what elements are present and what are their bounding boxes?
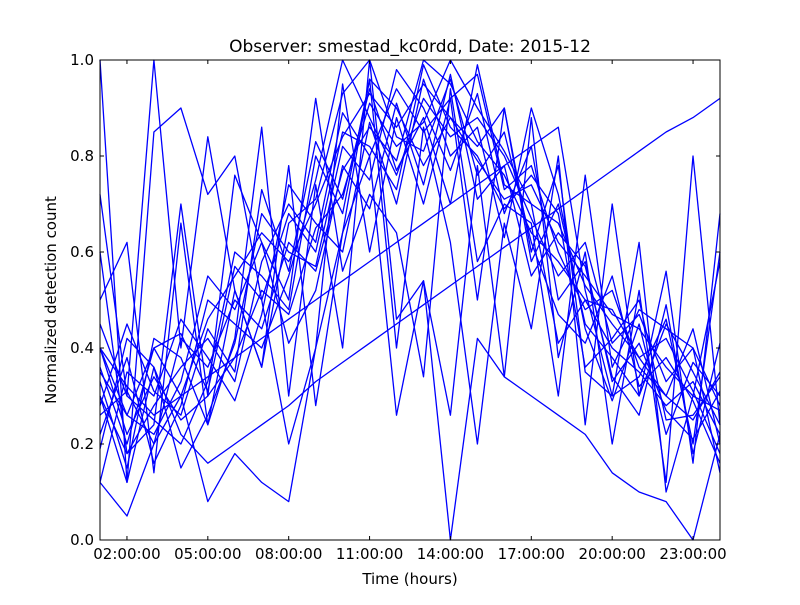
y-tick-label: 0.4: [70, 339, 94, 357]
series-layer: [99, 59, 721, 541]
y-tick-label: 0.0: [70, 531, 94, 549]
series-line-9: [99, 78, 721, 483]
x-tick-label: 14:00:00: [417, 545, 484, 563]
x-tick-label: 23:00:00: [659, 545, 726, 563]
y-tick-label: 0.2: [70, 435, 94, 453]
y-tick-label: 1.0: [70, 51, 94, 69]
x-tick-label: 11:00:00: [336, 545, 403, 563]
x-axis-label: Time (hours): [361, 570, 457, 588]
x-tick-label: 08:00:00: [255, 545, 322, 563]
series-line-19: [99, 126, 721, 445]
y-tick-label: 0.6: [70, 243, 94, 261]
chart-title: Observer: smestad_kc0rdd, Date: 2015-12: [229, 37, 591, 57]
series-line-14: [99, 59, 721, 464]
plot-frame: [99, 59, 721, 541]
series-line-12: [99, 64, 721, 445]
series-line-11: [99, 64, 721, 445]
x-tick-label: 17:00:00: [498, 545, 565, 563]
series-line-15: [99, 59, 721, 484]
series-line-18: [99, 97, 721, 484]
series-line-17: [99, 155, 721, 541]
series-line-16: [99, 88, 721, 473]
y-tick-label: 0.8: [70, 147, 94, 165]
y-axis-label: Normalized detection count: [42, 196, 60, 404]
tick-layer: 02:00:00 05:00:00 08:00:00 11:00:00 14:00:00…: [70, 51, 727, 563]
series-line-3: [99, 59, 721, 454]
x-tick-label: 05:00:00: [174, 545, 241, 563]
series-line-13: [99, 59, 721, 493]
x-tick-label: 20:00:00: [578, 545, 645, 563]
series-line-7: [99, 68, 721, 469]
x-tick-label: 02:00:00: [93, 545, 160, 563]
